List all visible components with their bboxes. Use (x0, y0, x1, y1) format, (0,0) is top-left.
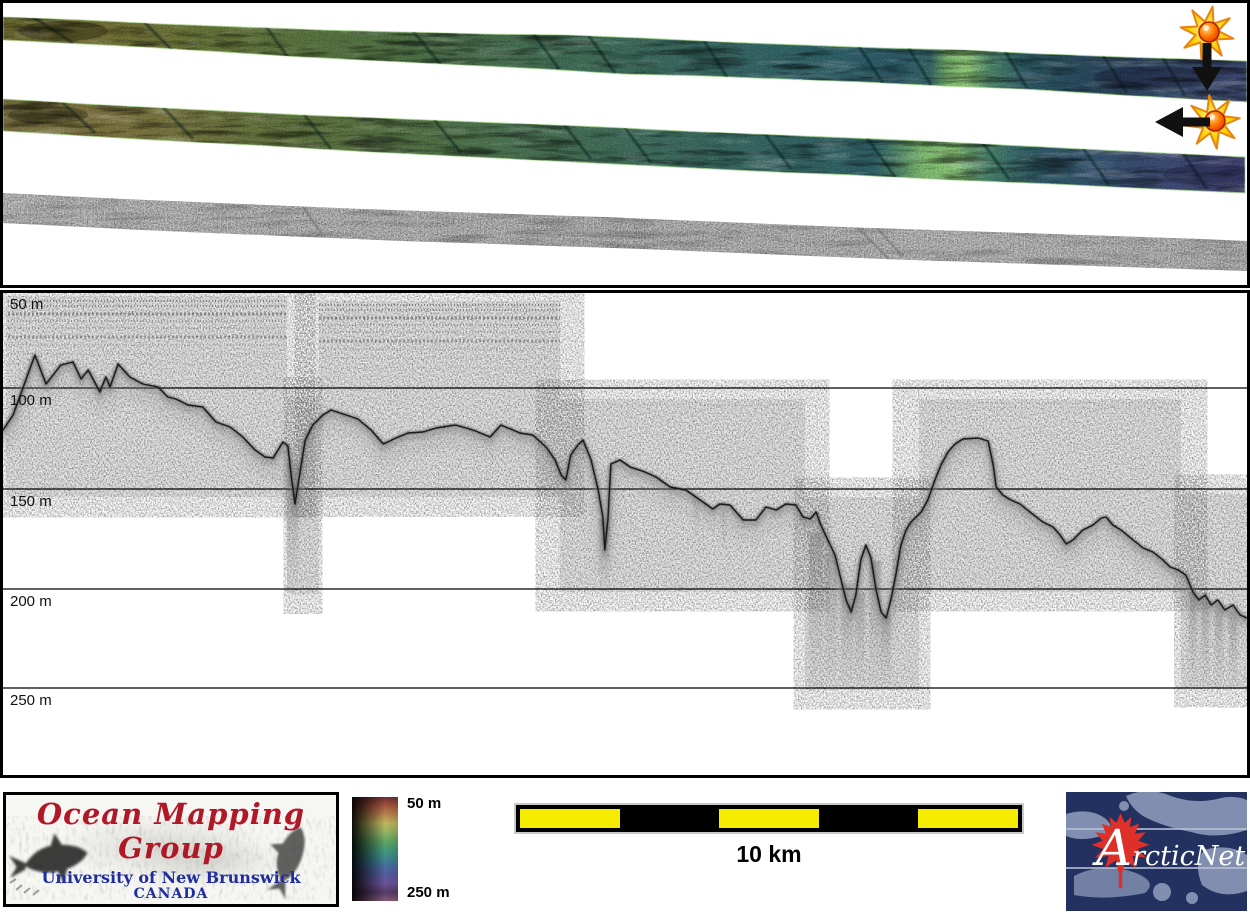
arcticnet-logo-art (1066, 792, 1247, 911)
depth-gridlines (3, 387, 1247, 689)
scale-bar-segment-2 (619, 809, 720, 828)
latitude-lines (1066, 828, 1247, 869)
surface-noise-banding (8, 300, 1181, 409)
omg-logo-art (6, 823, 336, 899)
fish-silhouette-left (9, 833, 88, 883)
map-scale-bar (514, 803, 1024, 834)
seafloor-trace (3, 353, 1247, 639)
bathymetry-swath-2 (3, 98, 1246, 194)
ocean-mapping-group-logo: Ocean Mapping Group University of New Br… (3, 792, 339, 907)
bathymetry-swaths-canvas (3, 5, 1247, 271)
logo-hash-marks (9, 878, 40, 896)
depth-label-150m: 150 m (10, 493, 52, 510)
scale-bar-segment-1 (520, 809, 620, 828)
maple-leaf-icon (1091, 813, 1150, 889)
depth-colorbar (352, 797, 398, 901)
bathymetry-swath-1 (3, 16, 1247, 103)
colorbar-shading (352, 797, 398, 901)
arctic-map-landmass (1066, 792, 1247, 904)
scale-bar-segment-5 (918, 809, 1018, 828)
scale-bar-label: 10 km (736, 841, 802, 867)
depth-label-200m: 200 m (10, 593, 52, 610)
arcticnet-logo: ArcticNet (1066, 792, 1247, 911)
colorbar-label-bottom: 250 m (407, 884, 450, 901)
fish-silhouette-right (267, 827, 305, 899)
omg-subtitle: University of New Brunswick (41, 868, 301, 887)
depth-labels: 50 m 100 m 150 m 200 m 250 m (10, 296, 52, 709)
starburst-marker-down (1179, 5, 1235, 91)
depth-label-100m: 100 m (10, 392, 52, 409)
subbottom-profile-canvas: 50 m 100 m 150 m 200 m 250 m (3, 296, 1247, 709)
subbottom-profile-panel: 50 m 100 m 150 m 200 m 250 m (0, 290, 1250, 778)
echogram-segments (6, 296, 1247, 690)
starburst-marker-left (1155, 94, 1241, 150)
depth-label-250m: 250 m (10, 692, 52, 709)
depth-label-50m: 50 m (10, 296, 43, 313)
omg-country: CANADA (133, 886, 209, 902)
omg-title: Ocean Mapping Group (36, 797, 306, 865)
scale-bar-segment-3 (719, 809, 819, 828)
arcticnet-wordmark: ArcticNet (1096, 819, 1246, 877)
colorbar-label-top: 50 m (407, 795, 442, 812)
arrow-left-icon (1155, 107, 1210, 137)
bathymetry-panel (0, 0, 1250, 288)
marker-ball (1198, 21, 1220, 43)
arrow-down-icon (1192, 43, 1222, 91)
backscatter-swath (3, 193, 1247, 271)
scale-bar-segment-4 (818, 809, 919, 828)
